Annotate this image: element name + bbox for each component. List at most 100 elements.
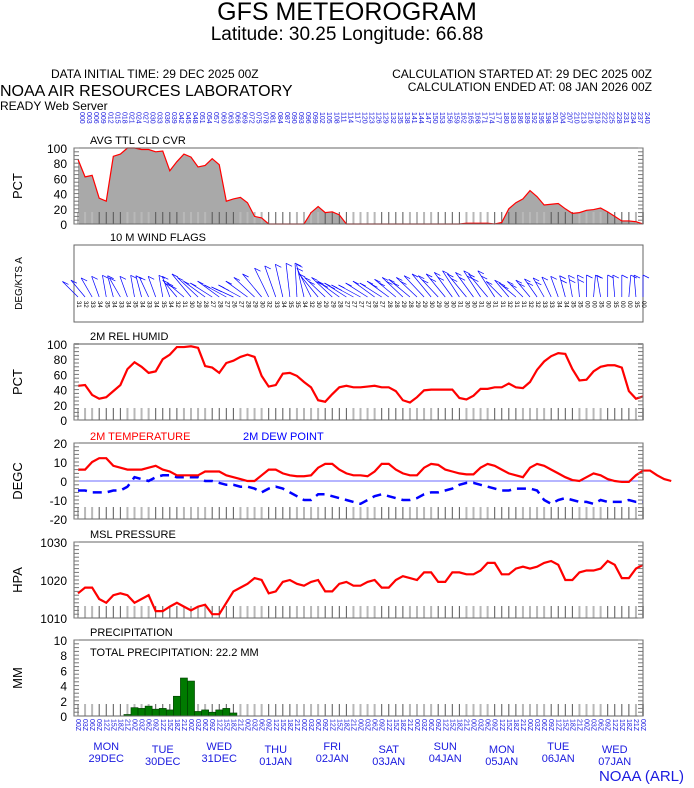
bottom-hour-label: 12Z xyxy=(611,719,618,732)
wind-direction-label: 00 xyxy=(605,301,611,308)
rh-tick-label: 40 xyxy=(54,384,68,398)
date-label: 06JAN xyxy=(542,753,575,765)
wind-barb-flag xyxy=(481,275,488,280)
wind-barb xyxy=(70,279,86,298)
temp-tick-label: 0 xyxy=(60,475,67,489)
wind-barb-flag xyxy=(630,274,637,279)
bottom-hour-label: 03Z xyxy=(307,719,314,732)
top-hour-label: 093 xyxy=(297,112,304,124)
bottom-hour-label: 06Z xyxy=(88,719,95,732)
wind-barb xyxy=(274,264,284,298)
wind-direction-label: 34 xyxy=(301,301,307,308)
precip-y-label: MM xyxy=(10,667,25,689)
wind-direction-label: 28 xyxy=(336,301,342,308)
top-hour-label: 177 xyxy=(495,112,502,124)
cloud-tick-label: 20 xyxy=(54,203,68,217)
bottom-hour-label: 09Z xyxy=(378,719,385,732)
bottom-hour-label: 18Z xyxy=(455,719,462,732)
top-hour-label: 159 xyxy=(452,112,459,124)
bottom-hour-label: 12Z xyxy=(498,719,505,732)
wind-barb-flag xyxy=(338,284,345,289)
wind-direction-label: 31 xyxy=(75,301,81,308)
bottom-hour-label: 09Z xyxy=(547,719,554,732)
wind-barb-flag xyxy=(162,279,169,284)
top-hour-label: 015 xyxy=(113,112,120,124)
wind-barb-flag xyxy=(560,279,567,284)
wind-barb-flag xyxy=(204,284,211,289)
server-name: READY Web Server xyxy=(0,99,108,113)
wind-barb xyxy=(468,273,488,298)
bottom-hour-label: 12Z xyxy=(102,719,109,732)
wind-barb-flag xyxy=(477,270,484,275)
wind-barb-flag xyxy=(498,282,506,287)
top-hour-label: 066 xyxy=(233,112,240,124)
wind-barb xyxy=(102,275,107,298)
top-hour-label: 027 xyxy=(142,112,149,124)
bottom-hour-label: 03Z xyxy=(81,719,88,732)
bottom-hour-label: 12Z xyxy=(385,719,392,732)
bottom-hour-label: 18Z xyxy=(286,719,293,732)
wind-barb xyxy=(109,277,121,298)
wind-barb-flag xyxy=(148,276,155,280)
wind-barb xyxy=(161,276,171,298)
wind-direction-label: 00 xyxy=(584,301,590,308)
wind-barb-flag xyxy=(468,273,475,278)
wind-barb xyxy=(264,265,277,298)
bottom-hour-label: 03Z xyxy=(194,719,201,732)
wind-barb xyxy=(541,276,552,298)
rh-tick-label: 80 xyxy=(54,353,68,367)
wind-direction-label: 30 xyxy=(428,301,434,308)
wind-barb-flag xyxy=(298,273,306,278)
top-hour-label: 168 xyxy=(474,112,481,124)
bottom-hour-label: 03Z xyxy=(533,719,540,732)
day-of-week-label: TUE xyxy=(547,741,569,753)
bottom-hour-label: 12Z xyxy=(215,719,222,732)
precip-tick-label: 2 xyxy=(60,695,67,709)
wind-barb-flag xyxy=(80,277,88,282)
wind-direction-label: 30 xyxy=(471,301,477,308)
date-label: 05JAN xyxy=(485,756,518,768)
bottom-hour-label: 15Z xyxy=(279,719,286,732)
wind-barb xyxy=(324,282,347,298)
wind-direction-label: 28 xyxy=(393,301,399,308)
bottom-hour-label: 03Z xyxy=(420,719,427,732)
bottom-hour-label: 09Z xyxy=(321,719,328,732)
wind-barb xyxy=(498,282,517,298)
bottom-hour-label: 18Z xyxy=(229,719,236,732)
wind-barb-flag xyxy=(451,278,458,282)
top-hour-label: 099 xyxy=(311,112,318,124)
pressure-y-label: HPA xyxy=(10,567,25,593)
wind-barb-flag xyxy=(386,281,393,285)
wind-direction-label: 30 xyxy=(442,301,448,308)
bottom-hour-label: 09Z xyxy=(434,719,441,732)
date-label: 29DEC xyxy=(89,753,125,765)
wind-direction-label: 34 xyxy=(139,301,145,308)
wind-direction-label: 33 xyxy=(548,301,554,308)
top-hour-label: 057 xyxy=(212,112,219,124)
bottom-hour-label: 03Z xyxy=(477,719,484,732)
wind-barb-flag xyxy=(215,288,222,293)
bottom-hour-label: 21Z xyxy=(293,719,300,732)
bottom-hour-label: 15Z xyxy=(392,719,399,732)
wind-barb xyxy=(177,277,199,298)
bottom-hour-label: 18Z xyxy=(512,719,519,732)
wind-barb-flag xyxy=(328,285,335,290)
wind-direction-label: 34 xyxy=(153,301,159,308)
wind-direction-label: 27 xyxy=(379,301,385,308)
bottom-hour-label: 06Z xyxy=(597,719,604,732)
bottom-hour-label: 15Z xyxy=(166,719,173,732)
bottom-hour-label: 06Z xyxy=(145,719,152,732)
wind-direction-label: 28 xyxy=(372,301,378,308)
wind-barb-flag xyxy=(107,275,114,280)
top-hour-label: 186 xyxy=(516,112,523,124)
day-of-week-label: MON xyxy=(489,744,515,756)
top-hour-label: 126 xyxy=(375,112,382,124)
precip-tick-label: 0 xyxy=(60,710,67,724)
bottom-hour-label: 12Z xyxy=(328,719,335,732)
wind-barb-flag xyxy=(158,275,166,279)
wind-direction-label: 35 xyxy=(569,301,575,308)
bottom-hour-label: 18Z xyxy=(625,719,632,732)
date-label: 01JAN xyxy=(259,756,292,768)
bottom-hour-label: 15Z xyxy=(222,719,229,732)
bottom-hour-label: 09Z xyxy=(265,719,272,732)
